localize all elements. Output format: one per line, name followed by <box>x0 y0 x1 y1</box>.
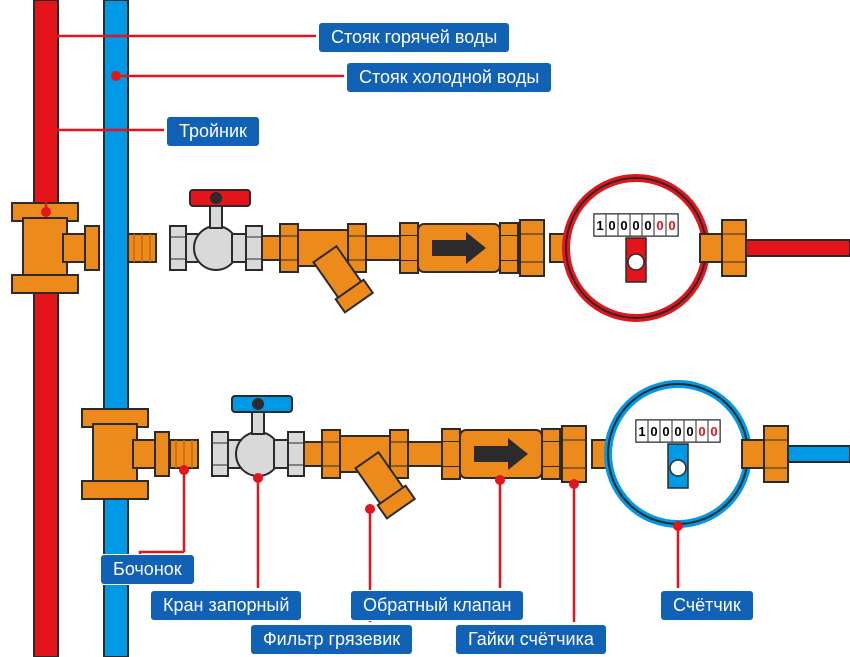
label-tee: Тройник <box>166 116 260 147</box>
label-nuts: Гайки счётчика <box>455 624 607 655</box>
tee-fitting <box>12 203 99 293</box>
svg-text:0: 0 <box>608 218 615 233</box>
label-cold-riser: Стояк холодной воды <box>346 62 552 93</box>
label-barrel: Бочонок <box>100 554 195 585</box>
label-check-valve: Обратный клапан <box>350 590 524 621</box>
svg-text:0: 0 <box>620 218 627 233</box>
label-filter: Фильтр грязевик <box>250 624 413 655</box>
label-meter: Счётчик <box>660 590 754 621</box>
label-hot-riser: Стояк горячей воды <box>318 22 510 53</box>
svg-text:0: 0 <box>668 218 675 233</box>
label-valve: Кран запорный <box>150 590 302 621</box>
svg-text:0: 0 <box>650 424 657 439</box>
svg-text:1: 1 <box>638 424 645 439</box>
svg-text:0: 0 <box>632 218 639 233</box>
svg-text:0: 0 <box>698 424 705 439</box>
svg-text:1: 1 <box>596 218 603 233</box>
svg-text:0: 0 <box>644 218 651 233</box>
svg-text:0: 0 <box>662 424 669 439</box>
svg-text:0: 0 <box>656 218 663 233</box>
tee-fitting <box>82 409 169 499</box>
svg-text:0: 0 <box>674 424 681 439</box>
svg-text:0: 0 <box>710 424 717 439</box>
svg-text:0: 0 <box>686 424 693 439</box>
